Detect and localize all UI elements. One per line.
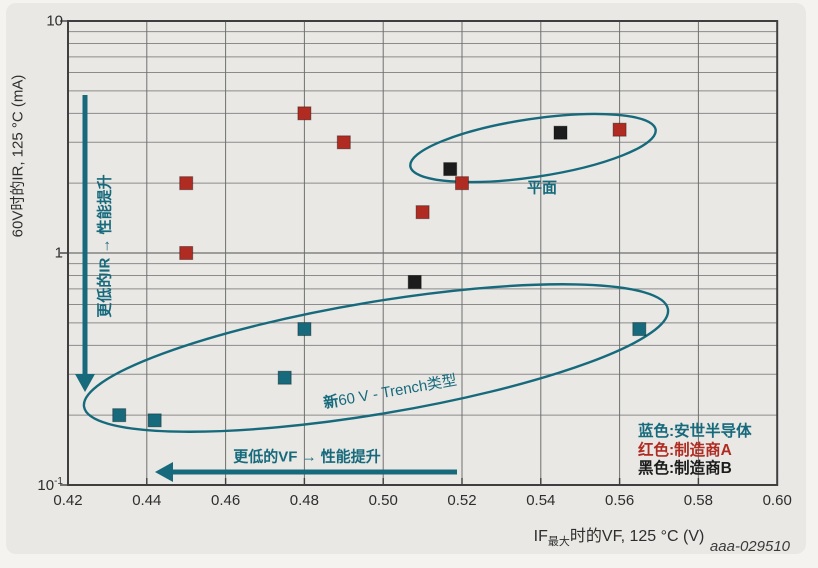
data-point-制造商A: [297, 106, 312, 121]
x-axis-title: IF最大时的VF, 125 °C (V): [534, 522, 705, 549]
data-point-安世半导体: [632, 322, 647, 337]
data-point-安世半导体: [297, 322, 312, 337]
x-axis-title-subscript: 最大: [547, 536, 570, 549]
figure-background: [6, 3, 806, 554]
x-tick-label: 0.54: [526, 492, 556, 509]
y-tick-label: 10: [46, 12, 63, 30]
data-point-制造商A: [612, 122, 627, 137]
data-point-制造商B: [407, 274, 422, 289]
x-tick-label: 0.56: [604, 492, 635, 509]
y-axis-title: 60V时的IR, 125 °C (mA): [9, 74, 27, 238]
x-tick-label: 0.42: [53, 492, 83, 509]
x-tick-label: 0.60: [762, 492, 792, 509]
y-tick-label: 10-1: [37, 476, 63, 494]
data-point-制造商B: [443, 162, 458, 177]
planar-group-ellipse: [409, 112, 657, 184]
data-point-制造商A: [179, 176, 194, 191]
lower-vf-arrow-label: 更低的VF → 性能提升: [233, 448, 381, 466]
data-point-安世半导体: [277, 370, 292, 385]
data-point-制造商A: [455, 176, 469, 191]
planar-group-label: 平面: [526, 179, 558, 197]
legend: 蓝色:安世半导体 红色:制造商A 黑色:制造商B: [638, 423, 752, 479]
x-tick-label: 0.48: [289, 492, 319, 509]
lower-ir-arrow-label: 更低的IR → 性能提升: [96, 174, 114, 318]
x-axis-title-prefix: IF: [533, 528, 548, 545]
x-axis-title-suffix: 时的VF, 125 °C (V): [569, 528, 705, 545]
x-tick-label: 0.52: [447, 492, 477, 509]
x-tick-label: 0.46: [210, 492, 241, 509]
lower-vf-arrow-head: [155, 462, 173, 482]
y-tick-label: 1: [54, 244, 63, 262]
data-point-制造商A: [179, 246, 194, 260]
legend-item-manufacturer-a: 红色:制造商A: [638, 441, 732, 459]
trench-group-ellipse: [82, 283, 670, 433]
legend-item-nexperia: 蓝色:安世半导体: [638, 423, 752, 440]
x-tick-label: 0.50: [368, 492, 398, 509]
lower-ir-arrow-head: [75, 374, 95, 392]
x-tick-label: 0.44: [132, 492, 162, 509]
data-point-制造商B: [553, 125, 568, 140]
x-tick-label: 0.58: [683, 492, 713, 509]
data-point-安世半导体: [112, 408, 127, 423]
data-point-制造商A: [336, 135, 351, 150]
figure-reference-code: aaa-029510: [709, 538, 790, 555]
data-point-制造商A: [415, 205, 430, 220]
legend-item-manufacturer-b: 黑色:制造商B: [638, 460, 732, 477]
data-point-安世半导体: [147, 413, 162, 428]
